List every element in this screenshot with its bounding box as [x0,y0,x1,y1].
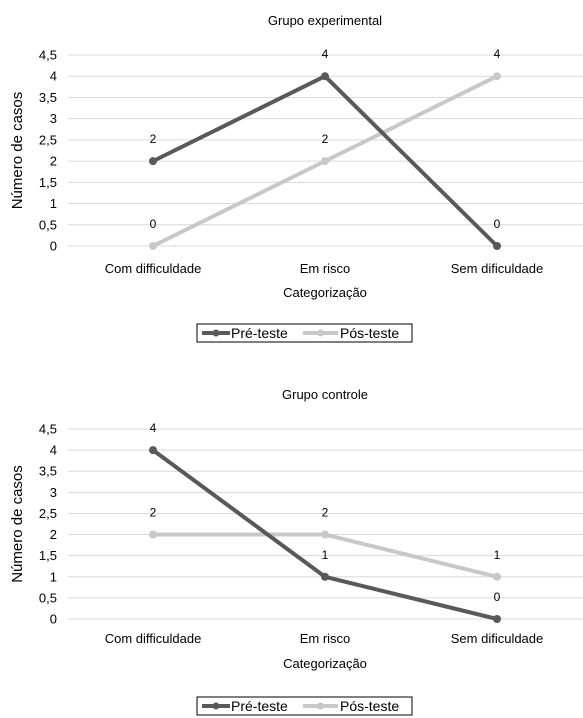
y-tick-label: 3 [50,485,57,500]
y-tick-label: 0 [50,612,57,627]
series-pos-teste [149,530,501,581]
x-tick-label: Sem dificuldade [451,261,544,276]
series-pre-teste [149,446,501,623]
series-pos-teste [149,72,501,250]
y-tick-label: 0 [50,239,57,254]
y-tick-label: 1,5 [39,175,57,190]
x-axis-title: Categorização [283,285,367,300]
legend-label: Pré-teste [231,325,288,341]
y-tick-label: 1 [50,569,57,584]
series-pre-teste [149,72,501,250]
y-tick-label: 3,5 [39,464,57,479]
data-label: 1 [494,548,501,562]
y-tick-label: 4,5 [39,48,57,63]
data-point [493,242,501,250]
data-label: 0 [150,217,157,231]
data-label: 0 [494,217,501,231]
data-point [321,157,329,166]
data-point [149,530,157,539]
chart-title: Grupo controle [282,387,368,402]
y-tick-label: 2,5 [39,132,57,147]
data-label: 2 [322,506,329,520]
legend: Pré-teste Pós-teste [196,696,413,716]
legend: Pré-teste Pós-teste [196,323,413,343]
chart-title: Grupo experimental [268,13,382,28]
legend-marker [212,329,220,337]
y-tick-label: 4 [50,443,57,458]
chart-2: Grupo controle 0 0,5 1 1,5 2 2,5 3 3,5 4 4,5 Número… [9,387,583,716]
y-tick-label: 0,5 [39,217,57,232]
y-tick-label: 1,5 [39,548,57,563]
y-tick-label: 0,5 [39,590,57,605]
legend-marker [317,329,324,337]
data-label: 4 [150,421,157,435]
y-tick-label: 4,5 [39,422,57,437]
data-label: 2 [150,506,157,520]
data-point [149,242,157,250]
legend-label: Pós-teste [340,325,399,341]
data-point [493,615,501,623]
y-tick-label: 3 [50,111,57,126]
y-tick-label: 2,5 [39,506,57,521]
legend-label: Pré-teste [231,698,288,714]
y-tick-label: 4 [50,69,57,84]
data-label: 2 [150,132,157,146]
data-point [149,446,157,455]
data-label: 4 [322,47,329,61]
y-tick-label: 1 [50,196,57,211]
x-tick-label: Com difficuldade [105,261,202,276]
chart-1: Grupo experimental 0 0,5 1 1,5 2 2,5 3 3,5 4 4,5 Nú… [9,13,583,343]
data-point [493,572,501,581]
legend-marker [317,702,324,710]
data-point [321,72,329,81]
x-tick-label: Com difficuldade [105,631,202,646]
legend-marker [212,702,220,710]
y-tick-label: 2 [50,527,57,542]
y-axis-title: Número de casos [9,92,26,210]
data-point [321,572,329,581]
y-tick-label: 2 [50,154,57,169]
legend-label: Pós-teste [340,698,399,714]
data-point [493,72,501,81]
x-tick-label: Em risco [300,261,351,276]
data-label: 1 [322,548,329,562]
x-tick-label: Em risco [300,631,351,646]
data-point [149,157,157,166]
data-label: 4 [494,47,501,61]
data-point [321,530,329,539]
x-tick-label: Sem dificuldade [451,631,544,646]
y-axis-title: Número de casos [9,465,26,583]
y-tick-label: 3,5 [39,90,57,105]
data-label: 2 [322,132,329,146]
x-axis-title: Categorização [283,656,367,671]
data-label: 0 [494,590,501,604]
